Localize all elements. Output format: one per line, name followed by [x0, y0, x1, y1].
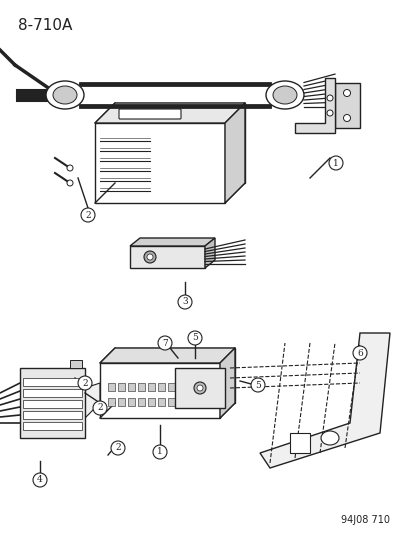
Bar — [128, 383, 135, 391]
Bar — [70, 360, 82, 368]
Polygon shape — [20, 368, 85, 438]
Polygon shape — [334, 83, 359, 128]
Polygon shape — [100, 363, 219, 418]
Bar — [23, 389, 82, 397]
Polygon shape — [204, 238, 214, 268]
Bar — [138, 398, 145, 406]
Bar — [188, 398, 195, 406]
Circle shape — [144, 251, 156, 263]
Text: 7: 7 — [162, 338, 167, 348]
Bar — [108, 398, 115, 406]
Circle shape — [343, 90, 350, 96]
Bar — [158, 383, 165, 391]
Circle shape — [197, 385, 202, 391]
Ellipse shape — [46, 81, 84, 109]
Ellipse shape — [53, 86, 77, 104]
Ellipse shape — [272, 86, 296, 104]
Bar — [158, 398, 165, 406]
Bar — [188, 383, 195, 391]
Text: 1: 1 — [157, 448, 162, 456]
Bar — [128, 398, 135, 406]
Text: 2: 2 — [115, 443, 121, 453]
Bar — [23, 422, 82, 430]
Text: 5: 5 — [192, 334, 197, 343]
Bar — [178, 398, 185, 406]
Text: 2: 2 — [97, 403, 102, 413]
Bar — [197, 398, 204, 406]
Polygon shape — [95, 123, 224, 203]
FancyBboxPatch shape — [119, 109, 180, 119]
Circle shape — [81, 208, 95, 222]
Circle shape — [352, 346, 366, 360]
Circle shape — [194, 382, 206, 394]
Bar — [197, 383, 204, 391]
Circle shape — [326, 95, 332, 101]
Circle shape — [326, 110, 332, 116]
Text: 3: 3 — [182, 297, 188, 306]
Polygon shape — [224, 103, 244, 203]
Text: 2: 2 — [82, 378, 88, 387]
Bar — [118, 383, 125, 391]
Circle shape — [153, 445, 166, 459]
Bar — [168, 383, 175, 391]
Circle shape — [328, 156, 342, 170]
Polygon shape — [115, 348, 235, 403]
Polygon shape — [85, 383, 100, 418]
Bar — [168, 398, 175, 406]
Circle shape — [111, 441, 125, 455]
Bar — [138, 383, 145, 391]
Circle shape — [178, 295, 192, 309]
Circle shape — [158, 336, 171, 350]
Circle shape — [250, 378, 264, 392]
Circle shape — [343, 115, 350, 122]
Bar — [289, 433, 309, 453]
Text: 8-710A: 8-710A — [18, 18, 72, 33]
Circle shape — [188, 331, 202, 345]
Polygon shape — [130, 246, 204, 268]
Bar — [147, 398, 154, 406]
Circle shape — [67, 165, 73, 171]
Bar — [23, 400, 82, 408]
Circle shape — [67, 180, 73, 186]
Text: 5: 5 — [254, 381, 260, 390]
Text: 4: 4 — [37, 475, 43, 484]
Circle shape — [78, 376, 92, 390]
Bar — [147, 383, 154, 391]
Circle shape — [93, 401, 107, 415]
Ellipse shape — [320, 431, 338, 445]
Bar — [23, 411, 82, 419]
Text: 94J08 710: 94J08 710 — [340, 515, 389, 525]
Bar — [108, 383, 115, 391]
Text: 6: 6 — [356, 349, 362, 358]
Text: 1: 1 — [332, 158, 338, 167]
Bar — [118, 398, 125, 406]
Circle shape — [147, 254, 153, 260]
Polygon shape — [175, 368, 224, 408]
Bar — [23, 378, 82, 386]
Bar — [178, 383, 185, 391]
Polygon shape — [259, 333, 389, 468]
Polygon shape — [294, 78, 334, 133]
Polygon shape — [130, 238, 214, 246]
Polygon shape — [100, 348, 235, 363]
Text: 2: 2 — [85, 211, 90, 220]
Circle shape — [33, 473, 47, 487]
Polygon shape — [219, 348, 235, 418]
Ellipse shape — [266, 81, 303, 109]
Polygon shape — [95, 103, 244, 123]
